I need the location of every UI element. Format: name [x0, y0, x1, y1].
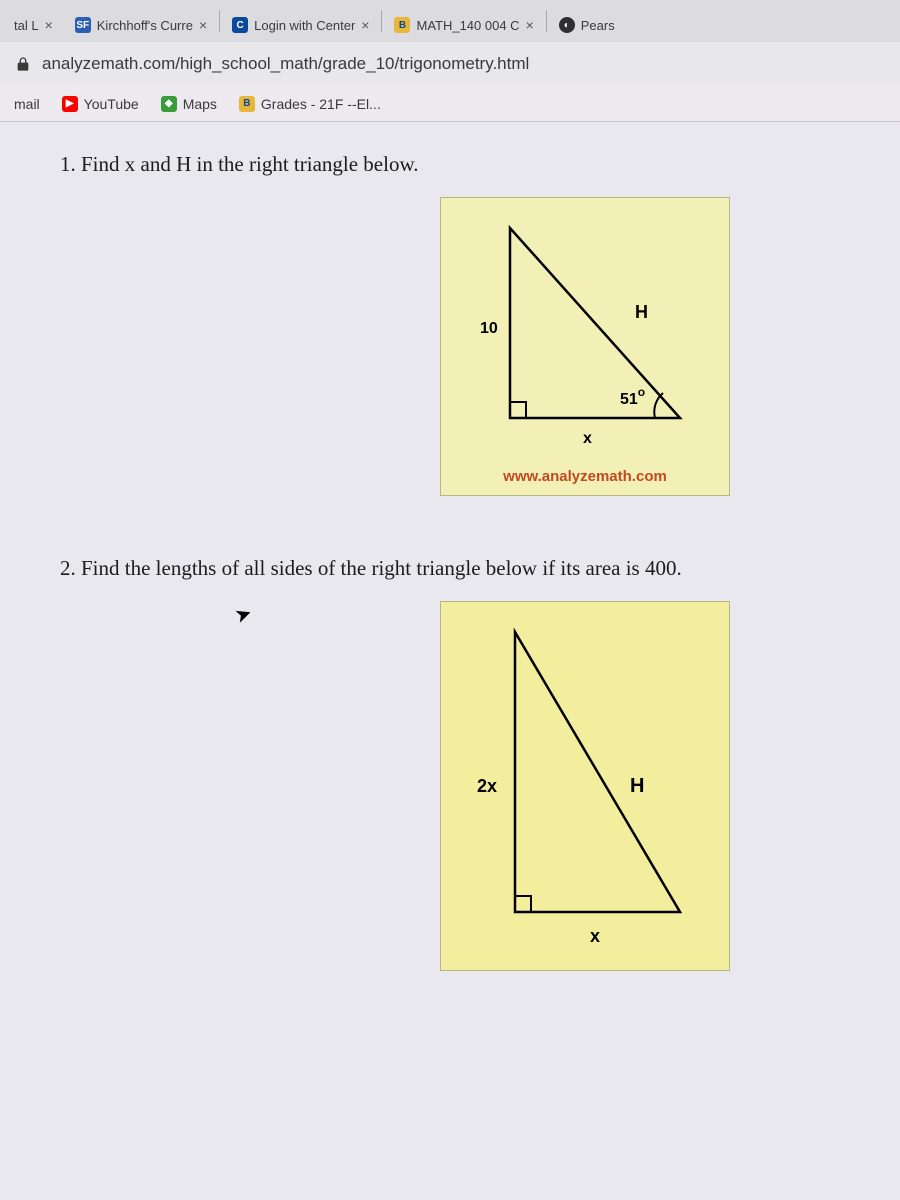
bookmark-label: YouTube [84, 96, 139, 112]
angle-label: 51o [620, 385, 645, 408]
bookmark-label: Maps [183, 96, 217, 112]
tab-item[interactable]: SF Kirchhoff's Curre × [65, 8, 217, 42]
hyp-label: H [635, 302, 648, 322]
bookmarks-bar: mail ▶ YouTube ◆ Maps B Grades - 21F --E… [0, 86, 900, 122]
triangle1: 10 H 51o x [465, 218, 705, 448]
close-icon[interactable]: × [526, 17, 534, 33]
tab-title: tal L [14, 18, 39, 33]
tab-title: Kirchhoff's Curre [97, 18, 193, 33]
tab-title: Pears [581, 18, 615, 33]
vertical-label: 2x [477, 776, 497, 796]
maps-icon: ◆ [161, 96, 177, 112]
figure-credit: www.analyzemath.com [461, 468, 709, 485]
bookmark-label: Grades - 21F --El... [261, 96, 381, 112]
page-content: 1. Find x and H in the right triangle be… [0, 122, 900, 1200]
problem1-text: 1. Find x and H in the right triangle be… [60, 152, 860, 177]
vertical-label: 10 [480, 320, 498, 337]
favicon: SF [75, 17, 91, 33]
bookmark-item[interactable]: ▶ YouTube [62, 96, 139, 112]
tab-item[interactable]: ◐ Pears [549, 8, 625, 42]
base-label: x [590, 926, 600, 946]
youtube-icon: ▶ [62, 96, 78, 112]
close-icon[interactable]: × [199, 17, 207, 33]
lock-icon[interactable] [14, 55, 32, 73]
tab-item[interactable]: C Login with Center × [222, 8, 379, 42]
bookmark-item[interactable]: ◆ Maps [161, 96, 217, 112]
problem1-figure: 10 H 51o x www.analyzemath.com [440, 197, 730, 496]
bookmark-item[interactable]: B Grades - 21F --El... [239, 96, 381, 112]
hyp-label: H [630, 775, 644, 797]
close-icon[interactable]: × [361, 17, 369, 33]
bookmark-item[interactable]: mail [14, 96, 40, 112]
tab-strip: tal L × SF Kirchhoff's Curre × C Login w… [0, 0, 900, 42]
tab-title: MATH_140 004 C [416, 18, 519, 33]
tab-item[interactable]: B MATH_140 004 C × [384, 8, 543, 42]
favicon: C [232, 17, 248, 33]
grades-icon: B [239, 96, 255, 112]
base-label: x [583, 430, 592, 447]
triangle2: 2x H x [465, 622, 705, 952]
tab-item[interactable]: tal L × [4, 8, 63, 42]
favicon: ◐ [559, 17, 575, 33]
problem2-text: 2. Find the lengths of all sides of the … [60, 556, 860, 581]
address-bar: analyzemath.com/high_school_math/grade_1… [0, 42, 900, 86]
favicon: B [394, 17, 410, 33]
bookmark-label: mail [14, 96, 40, 112]
tab-title: Login with Center [254, 18, 355, 33]
close-icon[interactable]: × [45, 17, 53, 33]
url-text[interactable]: analyzemath.com/high_school_math/grade_1… [42, 54, 529, 74]
problem2-figure: 2x H x [440, 601, 730, 971]
